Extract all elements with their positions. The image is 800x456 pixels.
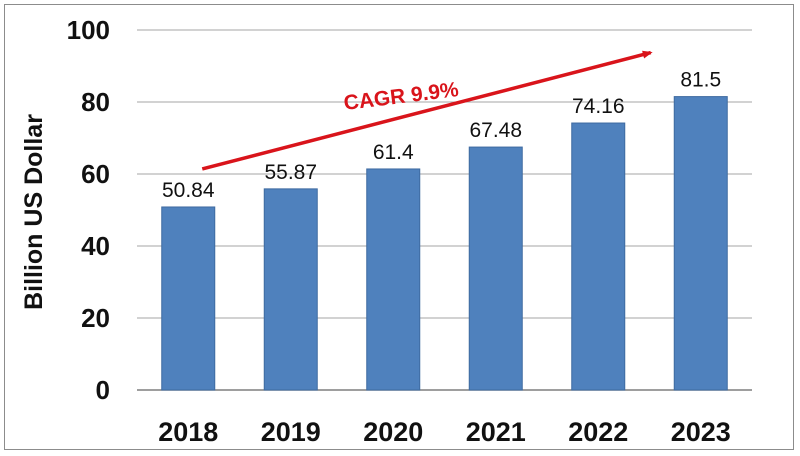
x-tick-label: 2018: [158, 417, 218, 447]
data-label: 61.4: [373, 141, 414, 164]
cagr-arrow: [201, 50, 653, 171]
y-tick-label: 0: [96, 375, 110, 405]
data-label: 81.5: [680, 69, 721, 92]
bar-2023: [673, 96, 728, 391]
x-tick-label: 2019: [261, 417, 321, 447]
data-label: 67.48: [469, 119, 522, 142]
bars: [161, 96, 728, 391]
bar-2018: [161, 206, 216, 391]
x-tick-label: 2022: [568, 417, 628, 447]
bar-2019: [263, 188, 318, 391]
x-tick-label: 2020: [363, 417, 423, 447]
labels: 0 20 40 60 80 100 50.84 2018 55.87 2019 61.4 2020 67…: [67, 15, 731, 447]
data-label: 74.16: [572, 95, 625, 118]
data-label: 55.87: [264, 161, 317, 184]
x-tick-label: 2023: [671, 417, 731, 447]
y-axis-title: Billion US Dollar: [20, 114, 48, 310]
y-tick-label: 100: [67, 15, 110, 45]
bar-2022: [571, 122, 626, 391]
data-label: 50.84: [162, 179, 215, 202]
bar-2020: [366, 168, 421, 391]
gridlines: [137, 29, 752, 391]
x-tick-label: 2021: [466, 417, 526, 447]
y-tick-label: 20: [81, 303, 110, 333]
y-tick-label: 80: [81, 87, 110, 117]
y-tick-label: 40: [81, 231, 110, 261]
bar-2021: [468, 146, 523, 391]
y-tick-label: 60: [81, 159, 110, 189]
cagr-annotation: CAGR 9.9%: [342, 78, 460, 115]
